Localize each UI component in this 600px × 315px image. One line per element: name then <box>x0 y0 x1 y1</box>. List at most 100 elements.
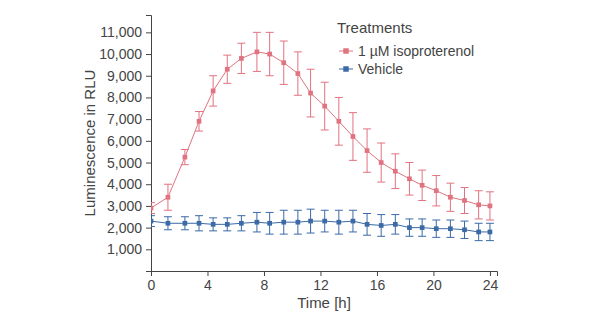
marker <box>393 222 398 227</box>
legend-entry: Vehicle <box>339 61 403 77</box>
marker <box>488 204 493 209</box>
marker <box>462 198 467 203</box>
y-tick: 8,000 <box>107 89 151 105</box>
x-tick-label: 24 <box>483 277 499 293</box>
marker <box>351 134 356 139</box>
x-tick: 24 <box>483 271 499 293</box>
marker <box>448 195 453 200</box>
marker <box>151 206 153 211</box>
x-tick-mark <box>264 271 265 276</box>
marker <box>351 219 356 224</box>
x-axis: 0 4 8 12 16 20 24 <box>148 271 499 293</box>
x-tick-mark <box>490 271 491 276</box>
y-tick-label: 6,000 <box>107 133 142 149</box>
legend: Treatments 1 µM isoproterenol Vehicle <box>337 19 474 77</box>
marker <box>267 52 272 57</box>
marker <box>407 176 412 181</box>
y-tick: 11,000 <box>100 24 151 40</box>
x-tick: 0 <box>148 271 156 293</box>
x-tick: 8 <box>261 271 269 293</box>
x-tick-label: 20 <box>426 277 442 293</box>
marker <box>255 220 260 225</box>
y-tick: 3,000 <box>107 198 151 214</box>
marker <box>393 169 398 174</box>
marker <box>281 60 286 65</box>
marker <box>308 219 313 224</box>
x-axis-title: Time [h] <box>297 294 351 311</box>
error-bar <box>446 183 454 211</box>
x-tick-label: 16 <box>370 277 386 293</box>
x-tick: 12 <box>313 271 329 293</box>
marker <box>166 221 171 226</box>
marker <box>379 160 384 165</box>
error-bar <box>307 69 315 117</box>
y-tick: 7,000 <box>107 111 151 127</box>
y-tick-label: 8,000 <box>107 89 142 105</box>
marker <box>197 119 202 124</box>
y-axis-title: Luminescence in RLU <box>81 70 98 217</box>
marker <box>420 183 425 188</box>
series-line <box>151 52 490 208</box>
error-bar <box>181 150 189 165</box>
series <box>151 32 494 220</box>
y-tick-label: 2,000 <box>107 220 142 236</box>
legend-label: 1 µM isoproterenol <box>358 43 474 59</box>
marker <box>365 222 370 227</box>
series <box>151 209 494 240</box>
y-tick-mark <box>146 184 151 185</box>
marker <box>296 71 301 76</box>
y-tick: 1,000 <box>107 241 151 257</box>
marker <box>225 222 230 227</box>
marker <box>476 202 481 207</box>
marker <box>239 221 244 226</box>
error-bar <box>209 76 217 106</box>
error-bar <box>391 154 399 189</box>
y-tick: 9,000 <box>107 68 151 84</box>
y-tick: 6,000 <box>107 133 151 149</box>
x-tick-label: 0 <box>148 277 156 293</box>
y-tick-label: 5,000 <box>107 155 142 171</box>
error-bar <box>280 41 288 84</box>
error-bar <box>151 203 155 214</box>
error-bar <box>335 97 343 145</box>
y-tick-mark <box>146 76 151 77</box>
y-tick-mark <box>146 228 151 229</box>
y-tick-mark <box>146 141 151 142</box>
marker <box>407 225 412 230</box>
y-tick: 4,000 <box>107 176 151 192</box>
error-bar <box>164 184 172 210</box>
legend-title: Treatments <box>337 19 412 36</box>
marker <box>197 221 202 226</box>
marker <box>151 219 153 224</box>
legend-label: Vehicle <box>358 61 403 77</box>
marker <box>296 220 301 225</box>
y-axis-line <box>146 16 152 272</box>
y-tick-label: 3,000 <box>107 198 142 214</box>
y-tick-mark <box>146 97 151 98</box>
x-tick-label: 4 <box>204 277 212 293</box>
y-tick-label: 9,000 <box>107 68 142 84</box>
legend-swatch <box>343 66 348 71</box>
marker <box>267 221 272 226</box>
marker <box>322 219 327 224</box>
marker <box>183 221 188 226</box>
series-line <box>151 221 490 232</box>
marker <box>225 67 230 72</box>
marker <box>434 226 439 231</box>
x-tick-label: 8 <box>261 277 269 293</box>
y-tick-label: 7,000 <box>107 111 142 127</box>
x-tick: 4 <box>204 271 212 293</box>
y-axis: 1,000 2,000 3,000 4,000 5,000 6,000 7,000 8,000… <box>99 16 151 272</box>
marks <box>151 32 494 240</box>
error-bar <box>223 55 231 83</box>
x-tick-mark <box>207 271 208 276</box>
marker <box>488 230 493 235</box>
x-tick-mark <box>433 271 434 276</box>
marker <box>281 220 286 225</box>
plot: 0 4 8 12 16 20 24 1,000 2,000 3,000 4,000 5,000 6,00… <box>81 16 498 312</box>
marker <box>379 223 384 228</box>
error-bar <box>363 129 371 172</box>
marker <box>211 222 216 227</box>
y-tick-mark <box>146 206 151 207</box>
legend-swatch <box>343 48 348 53</box>
